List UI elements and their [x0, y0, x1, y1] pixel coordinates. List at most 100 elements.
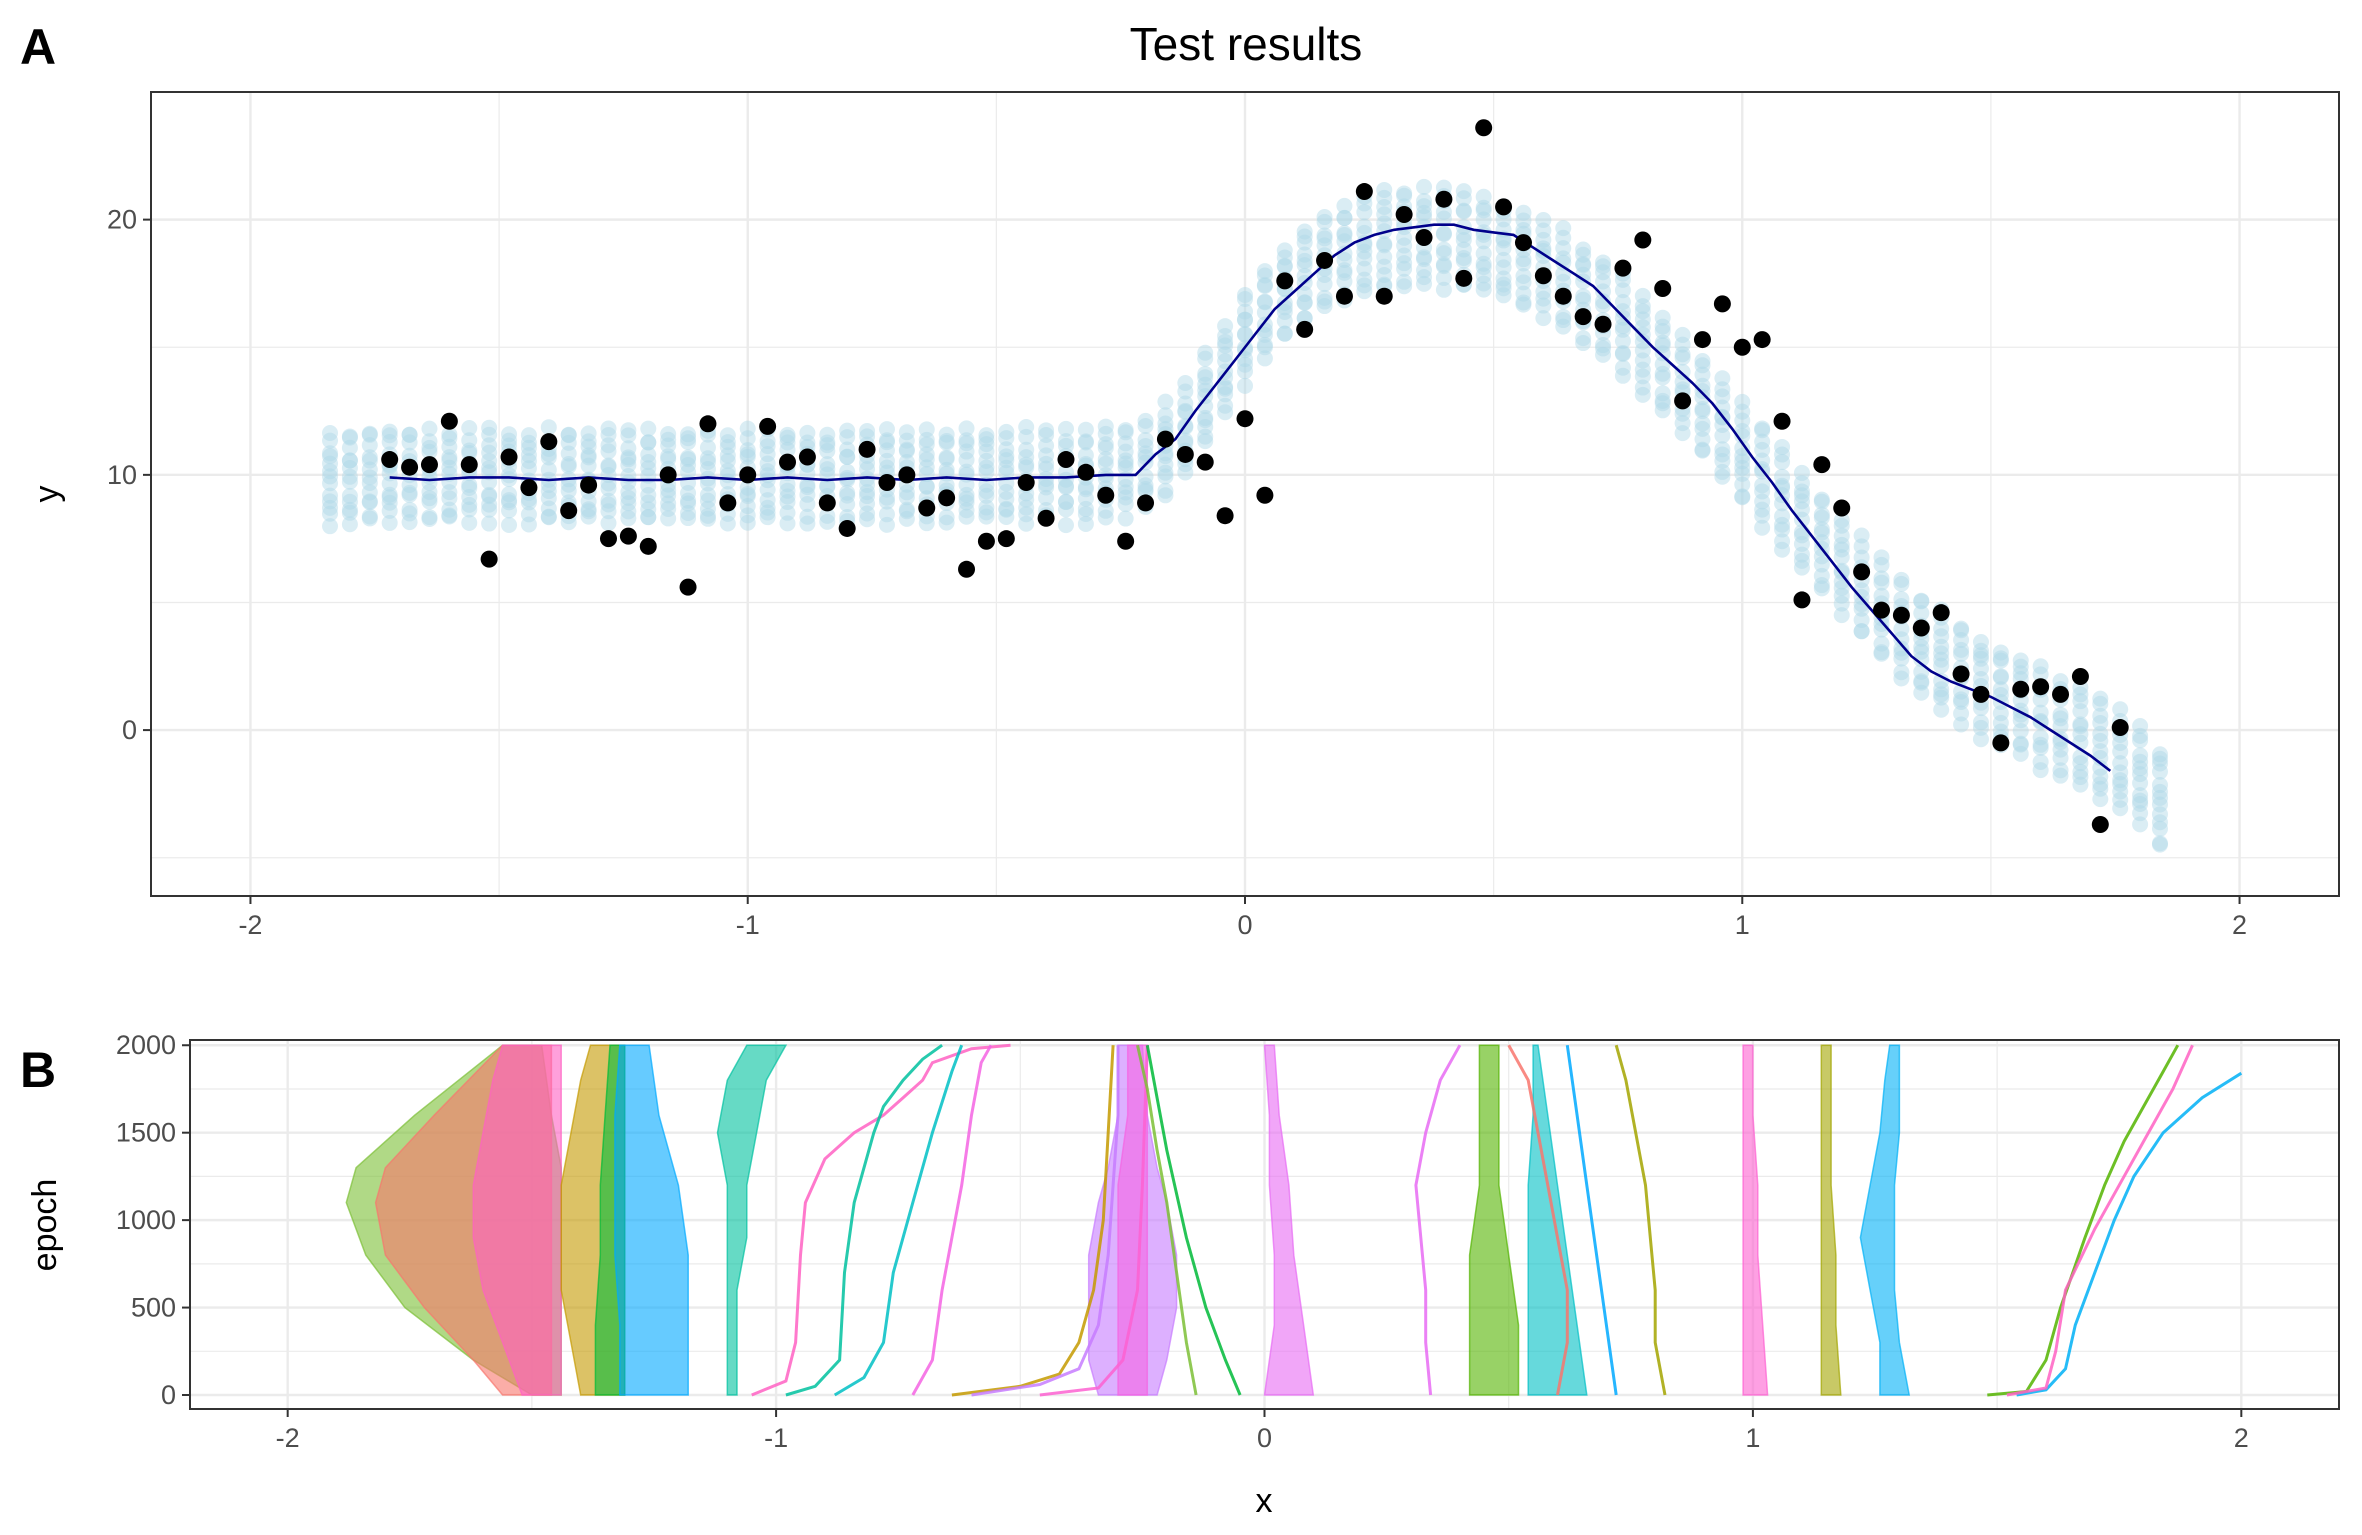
band-point	[2092, 759, 2109, 776]
band-point	[1913, 593, 1930, 610]
observed-point	[759, 417, 777, 435]
band-point	[998, 508, 1015, 525]
band-point	[520, 491, 537, 508]
band-point	[441, 449, 458, 466]
band-point	[361, 426, 378, 443]
observed-point	[798, 448, 816, 466]
observed-point	[1037, 509, 1055, 527]
band-point	[1595, 346, 1612, 363]
band-point	[699, 454, 716, 471]
observed-point	[1773, 412, 1791, 430]
observed-point	[1634, 231, 1652, 249]
band-point	[1336, 251, 1353, 268]
band-point	[2132, 727, 2149, 744]
band-point	[958, 420, 975, 437]
band-point	[1296, 228, 1313, 245]
band-point	[1237, 356, 1253, 373]
band-point	[1276, 258, 1293, 275]
band-point	[1634, 342, 1651, 359]
band-point	[1435, 210, 1452, 227]
band-point	[1316, 298, 1333, 315]
band-point	[759, 433, 776, 450]
band-point	[759, 504, 776, 521]
band-point	[1495, 240, 1512, 257]
band-point	[2092, 749, 2109, 766]
band-point	[441, 430, 458, 447]
observed-point	[2012, 680, 2030, 698]
observed-point	[1793, 591, 1811, 609]
band-point	[1595, 340, 1612, 357]
band-point	[2052, 706, 2069, 723]
band-point	[1972, 660, 1989, 677]
band-point	[381, 486, 398, 503]
band-point	[958, 476, 975, 493]
band-point	[1038, 447, 1055, 464]
band-point	[1535, 297, 1552, 314]
band-point	[361, 494, 378, 511]
band-point	[2032, 729, 2049, 746]
band-point	[1734, 459, 1751, 476]
band-point	[1356, 195, 1373, 212]
band-point	[461, 514, 478, 531]
observed-point	[918, 499, 936, 517]
band-point	[2012, 735, 2029, 752]
band-point	[779, 441, 796, 458]
observed-point	[1654, 280, 1672, 298]
y-tick-label: 1500	[116, 1118, 176, 1148]
band-point	[1654, 309, 1671, 326]
band-point	[1793, 475, 1810, 492]
band-point	[1455, 203, 1472, 220]
band-point	[1077, 479, 1094, 496]
y-axis-title-a: y	[28, 486, 66, 503]
band-point	[1396, 229, 1413, 246]
band-point	[898, 441, 915, 458]
band-point	[1117, 422, 1134, 439]
band-point	[520, 439, 537, 456]
band-point	[1515, 221, 1532, 238]
observed-point	[1296, 320, 1314, 338]
band-point	[1813, 521, 1830, 538]
band-point	[739, 446, 756, 463]
band-point	[1217, 337, 1234, 354]
band-point	[1296, 252, 1313, 269]
band-point	[878, 434, 895, 451]
observed-point	[1693, 331, 1711, 349]
band-point	[520, 434, 537, 451]
band-point	[1853, 623, 1870, 640]
band-point	[918, 431, 935, 448]
band-point	[1694, 403, 1711, 420]
observed-point	[1415, 228, 1433, 246]
band-point	[1097, 418, 1114, 435]
band-point	[1336, 264, 1353, 281]
band-point	[1376, 237, 1393, 254]
band-point	[580, 493, 597, 510]
band-point	[839, 463, 856, 480]
band-point	[1833, 527, 1850, 544]
band-point	[1933, 628, 1950, 645]
band-point	[1734, 476, 1751, 493]
band-point	[1575, 291, 1592, 308]
band-point	[1057, 493, 1074, 510]
observed-point	[1475, 119, 1493, 137]
band-point	[878, 442, 895, 459]
band-point	[1933, 686, 1950, 703]
band-point	[2092, 768, 2109, 785]
band-point	[1435, 179, 1452, 196]
band-point	[1495, 251, 1512, 268]
band-point	[361, 484, 378, 501]
trajectory-band	[1859, 1044, 1911, 1396]
band-point	[819, 434, 836, 451]
band-point	[1893, 664, 1910, 681]
band-point	[1833, 541, 1850, 558]
band-point	[620, 483, 637, 500]
band-point	[1336, 262, 1353, 279]
band-point	[640, 501, 657, 518]
band-point	[898, 501, 915, 518]
band-point	[620, 427, 637, 444]
band-point	[361, 425, 378, 442]
band-point	[998, 452, 1015, 469]
band-point	[1535, 211, 1552, 228]
band-point	[1774, 508, 1791, 525]
band-point	[1316, 227, 1333, 244]
band-point	[341, 501, 358, 518]
